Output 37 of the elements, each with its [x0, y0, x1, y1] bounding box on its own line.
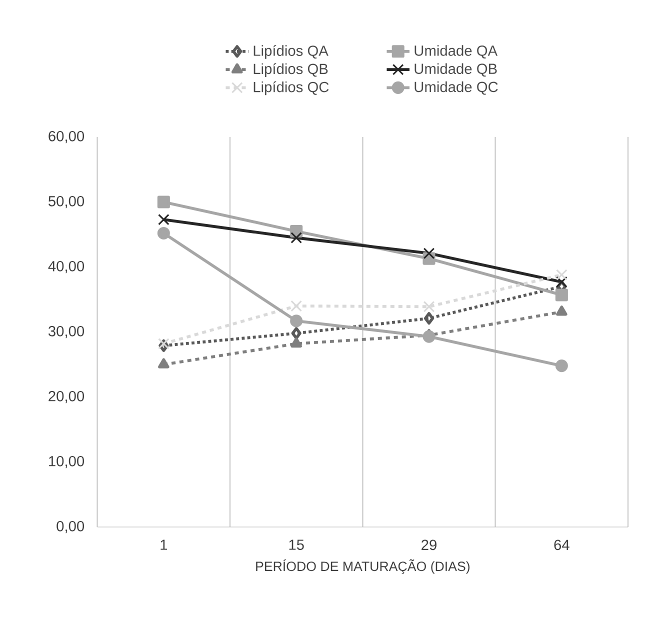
point: [424, 312, 434, 325]
point: [290, 300, 302, 312]
point: [556, 276, 568, 288]
point: [290, 314, 303, 328]
point: [556, 269, 568, 281]
y-tick-label: 10,00: [49, 456, 84, 468]
x-tick-label: 64: [554, 540, 570, 550]
point: [158, 358, 170, 368]
point: [158, 338, 170, 350]
point: [290, 337, 302, 348]
point: [291, 327, 302, 340]
point: [555, 360, 568, 372]
point: [423, 300, 435, 312]
y-tick-label: 0,00: [56, 520, 84, 534]
y-tick-label: 60,00: [48, 130, 84, 144]
legend-label: Umidade QA: [414, 45, 498, 58]
legend-label: Umidade QB: [414, 63, 497, 77]
point: [157, 196, 170, 208]
legend-label: Lipídios QA: [254, 45, 328, 59]
point: [157, 226, 170, 240]
legend-label: Lipídios QB: [254, 63, 328, 77]
x-tick-label: 15: [289, 540, 304, 550]
point: [290, 232, 302, 244]
x-tick-label: 1: [160, 540, 168, 550]
x-tick-label: 29: [422, 540, 436, 550]
y-tick-label: 40,00: [48, 260, 84, 274]
point: [423, 248, 435, 260]
point: [556, 306, 568, 316]
y-tick-label: 30,00: [48, 326, 84, 338]
legend-label: Lipídios QC: [254, 81, 329, 96]
y-tick-label: 20,00: [48, 390, 84, 404]
y-tick-label: 50,00: [48, 196, 84, 208]
legend-label: Umidade QC: [414, 81, 498, 95]
x-axis-title: PERÍODO DE MATURAÇÃO (DIAS): [256, 559, 470, 574]
point: [422, 330, 436, 343]
point: [555, 288, 568, 302]
point: [158, 214, 170, 226]
